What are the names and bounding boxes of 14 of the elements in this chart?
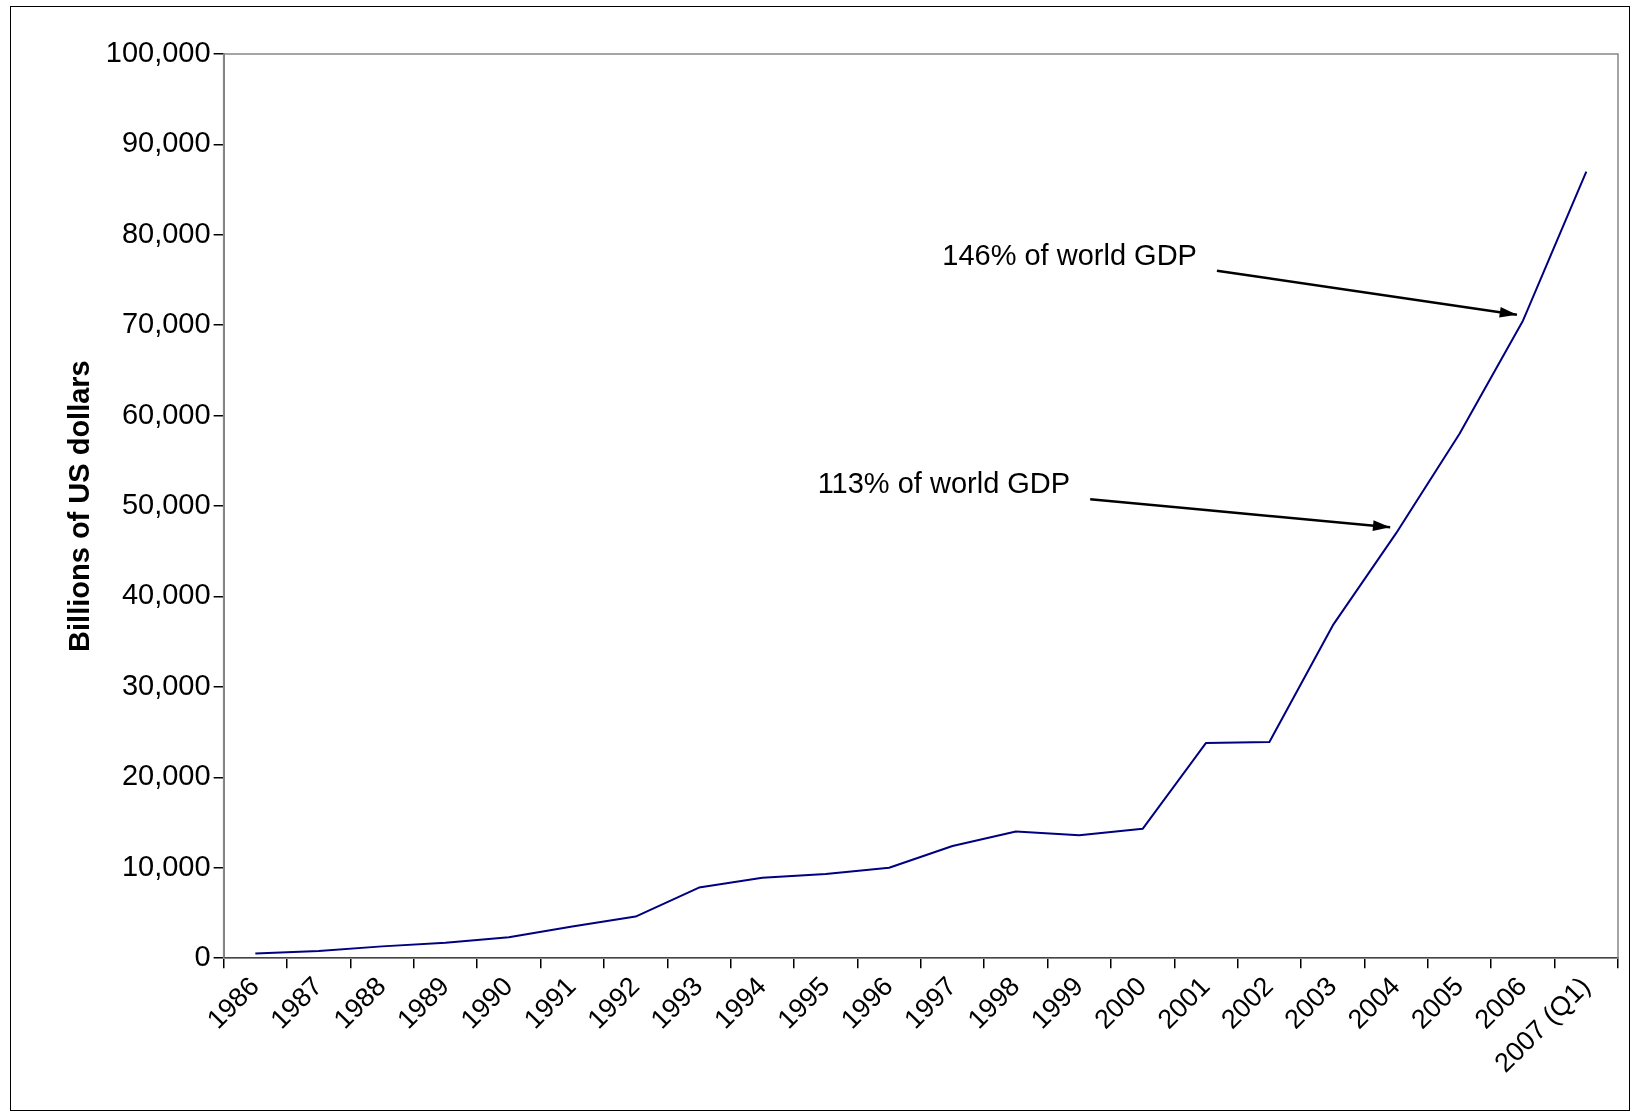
y-tick-label: 40,000	[121, 578, 211, 611]
y-tick-label: 10,000	[121, 849, 211, 882]
y-tick-label: 20,000	[121, 759, 211, 792]
y-tick-label: 90,000	[121, 126, 211, 159]
y-axis-title: Billions of US dollars	[63, 360, 96, 652]
y-tick-label: 0	[194, 940, 211, 973]
y-tick-label: 100,000	[105, 36, 211, 68]
y-tick-label: 30,000	[121, 668, 211, 701]
y-tick-label: 80,000	[121, 216, 211, 249]
y-tick-label: 70,000	[121, 307, 211, 340]
y-tick-label: 60,000	[121, 397, 211, 430]
annotation: 146% of world GDP	[942, 238, 1197, 271]
annotation: 113% of world GDP	[817, 467, 1071, 500]
y-tick-label: 50,000	[121, 488, 211, 521]
